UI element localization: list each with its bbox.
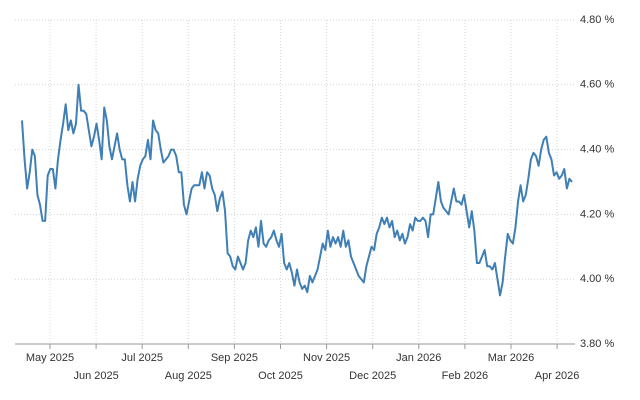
x-tick-label: Feb 2026 <box>442 370 488 382</box>
x-tick-label: Mar 2026 <box>488 352 534 364</box>
x-tick-label: Jan 2026 <box>396 352 441 364</box>
line-series <box>21 83 573 297</box>
y-tick-label: 4.00 % <box>580 273 614 285</box>
y-tick-label: 4.40 % <box>580 144 614 156</box>
x-tick-label: Jul 2025 <box>121 352 163 364</box>
x-tick-label: Nov 2025 <box>303 352 350 364</box>
y-tick-label: 3.80 % <box>580 338 614 350</box>
x-tick-label: Dec 2025 <box>349 370 396 382</box>
x-tick-label: Oct 2025 <box>258 370 303 382</box>
x-tick-label: Apr 2026 <box>535 370 580 382</box>
x-tick-label: Sep 2025 <box>211 352 258 364</box>
y-tick-label: 4.60 % <box>580 79 614 91</box>
y-tick-label: 4.20 % <box>580 208 614 220</box>
x-tick-label: May 2025 <box>26 352 74 364</box>
x-tick-label: Jun 2025 <box>73 370 118 382</box>
x-tick-label: Aug 2025 <box>165 370 212 382</box>
y-tick-label: 4.80 % <box>580 14 614 26</box>
